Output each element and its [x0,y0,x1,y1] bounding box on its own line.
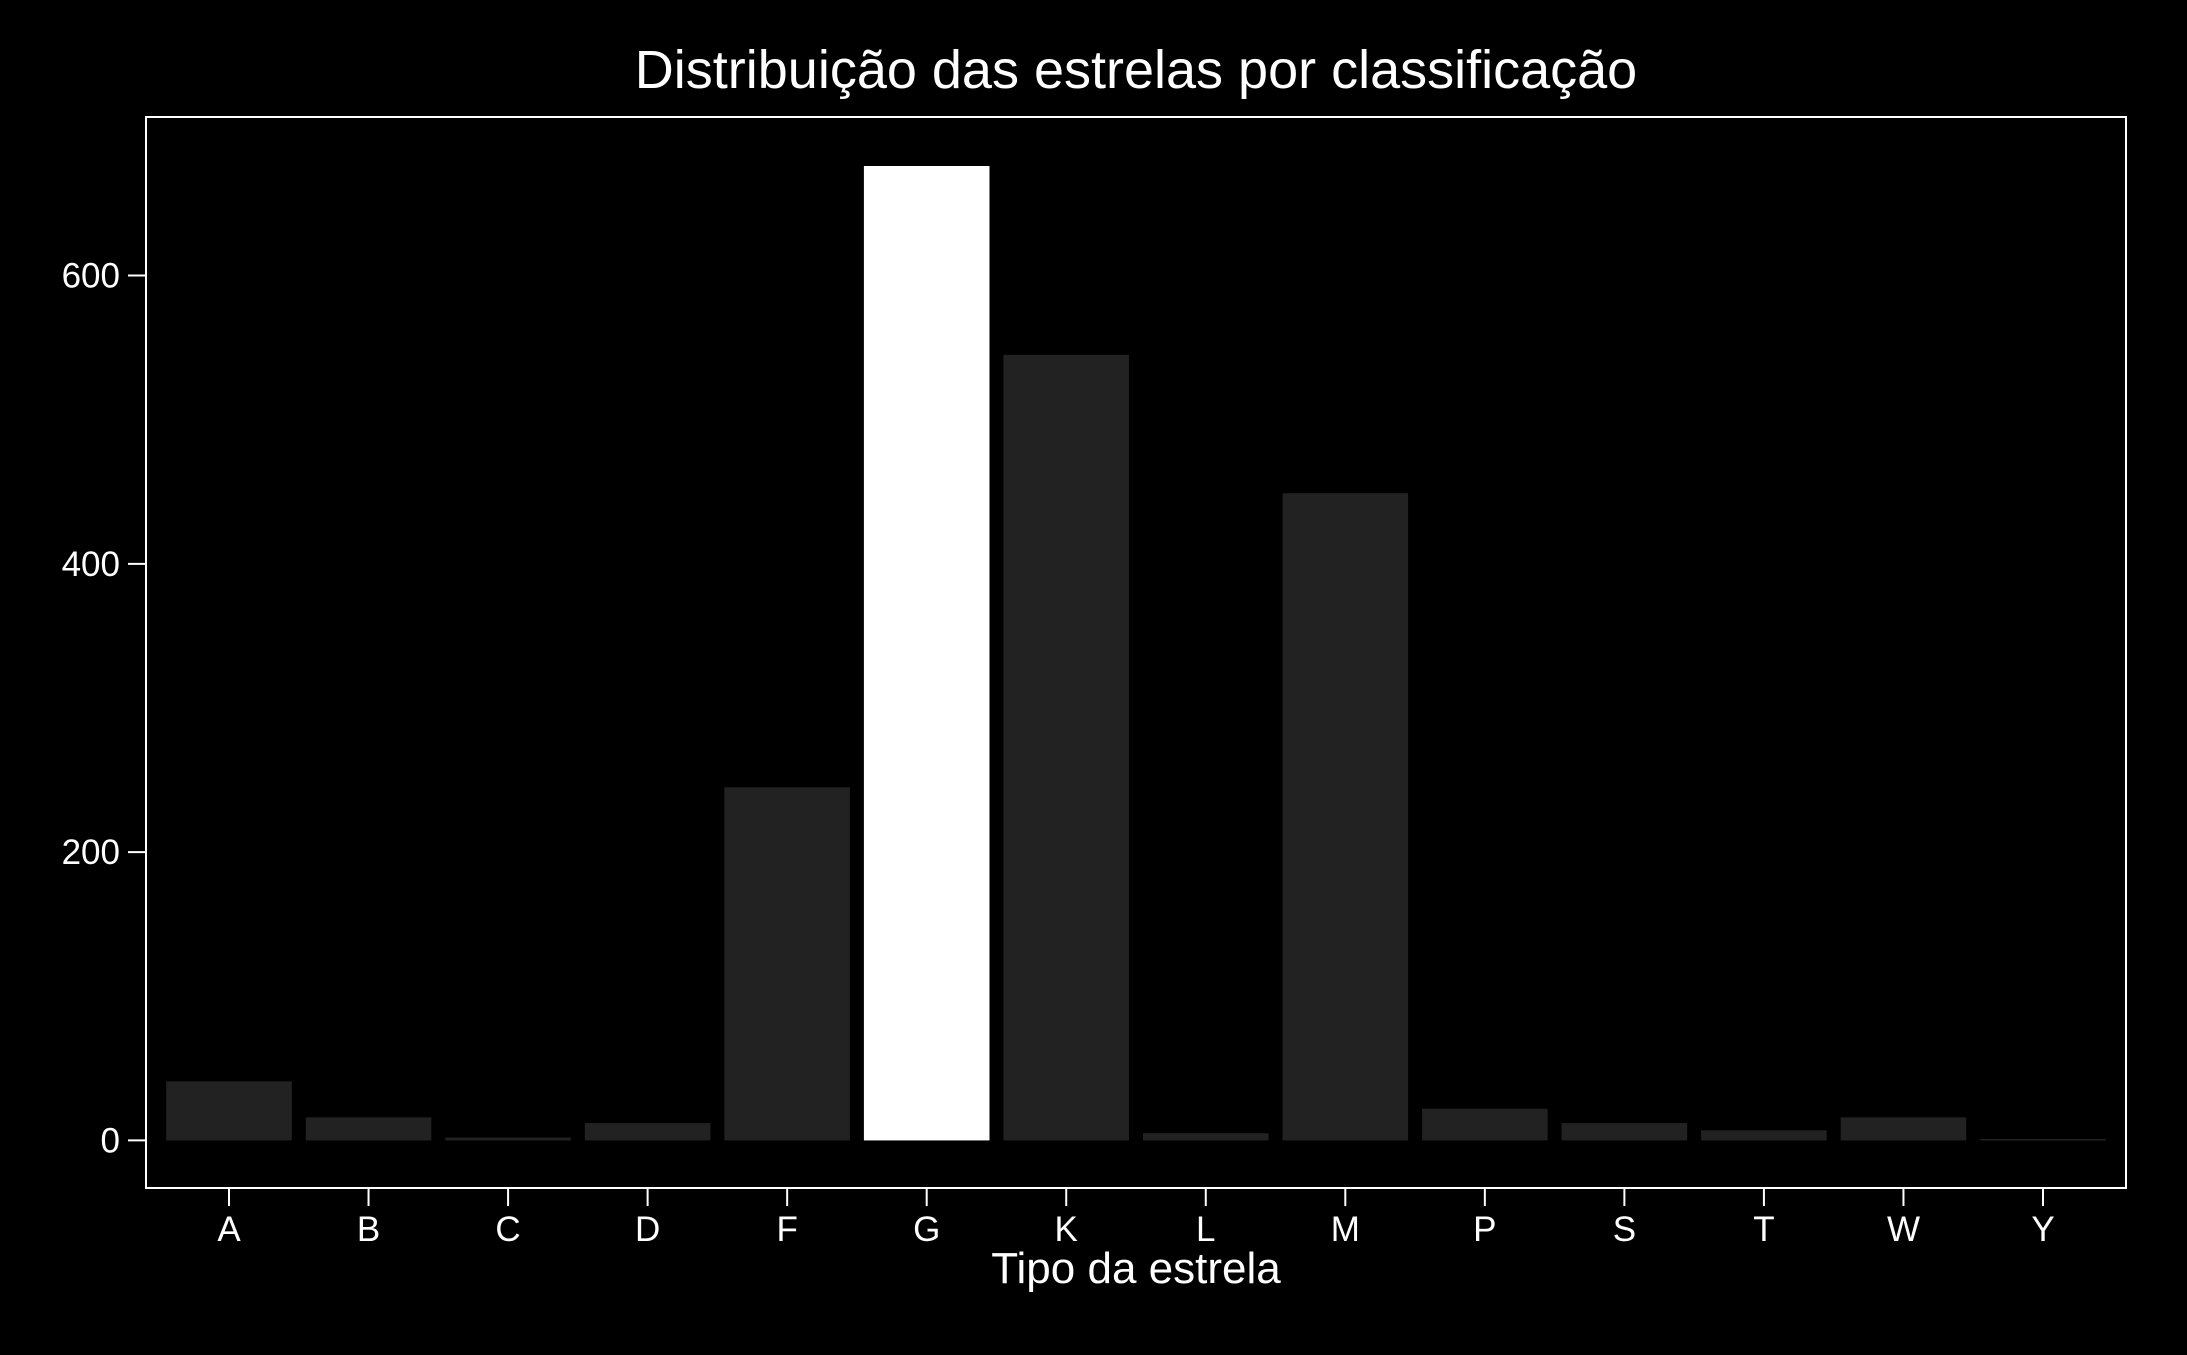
y-tick-label-200: 200 [62,833,120,872]
bar-d [584,1123,711,1141]
x-tick-label-c: C [495,1210,520,1249]
bar-m [1282,493,1409,1141]
x-tick-label-w: W [1887,1210,1920,1249]
bar-s [1561,1123,1688,1141]
y-tick-label-600: 600 [62,257,120,296]
x-tick-label-g: G [913,1210,940,1249]
bar-b [305,1117,432,1141]
bar-y [1980,1138,2106,1141]
y-tick-label-400: 400 [62,545,120,584]
bars-group [166,166,2106,1141]
x-tick-label-f: F [776,1210,797,1249]
x-tick-label-a: A [217,1210,241,1249]
y-tick-label-0: 0 [101,1121,120,1160]
bar-w [1840,1117,1967,1141]
x-tick-label-k: K [1055,1210,1078,1249]
x-tick-label-l: L [1196,1210,1215,1249]
bar-a [166,1081,292,1141]
chart-title: Distribuição das estrelas por classifica… [635,40,1637,100]
x-tick-label-b: B [357,1210,380,1249]
y-axis-ticks: 0 200 400 600 [62,257,146,1160]
x-tick-label-y: Y [2031,1210,2054,1249]
bar-g [863,166,990,1141]
bar-k [1003,354,1130,1141]
bar-p [1422,1108,1548,1141]
bar-c [445,1137,571,1141]
bar-l [1142,1133,1269,1141]
x-tick-label-d: D [635,1210,660,1249]
x-tick-label-p: P [1473,1210,1496,1249]
bar-f [724,787,850,1141]
x-tick-label-m: M [1331,1210,1360,1249]
bar-t [1701,1130,1827,1141]
x-tick-label-s: S [1613,1210,1636,1249]
plot-frame [145,116,2127,1189]
x-tick-label-t: T [1753,1210,1774,1249]
x-axis-label: Tipo da estrela [991,1244,1281,1293]
